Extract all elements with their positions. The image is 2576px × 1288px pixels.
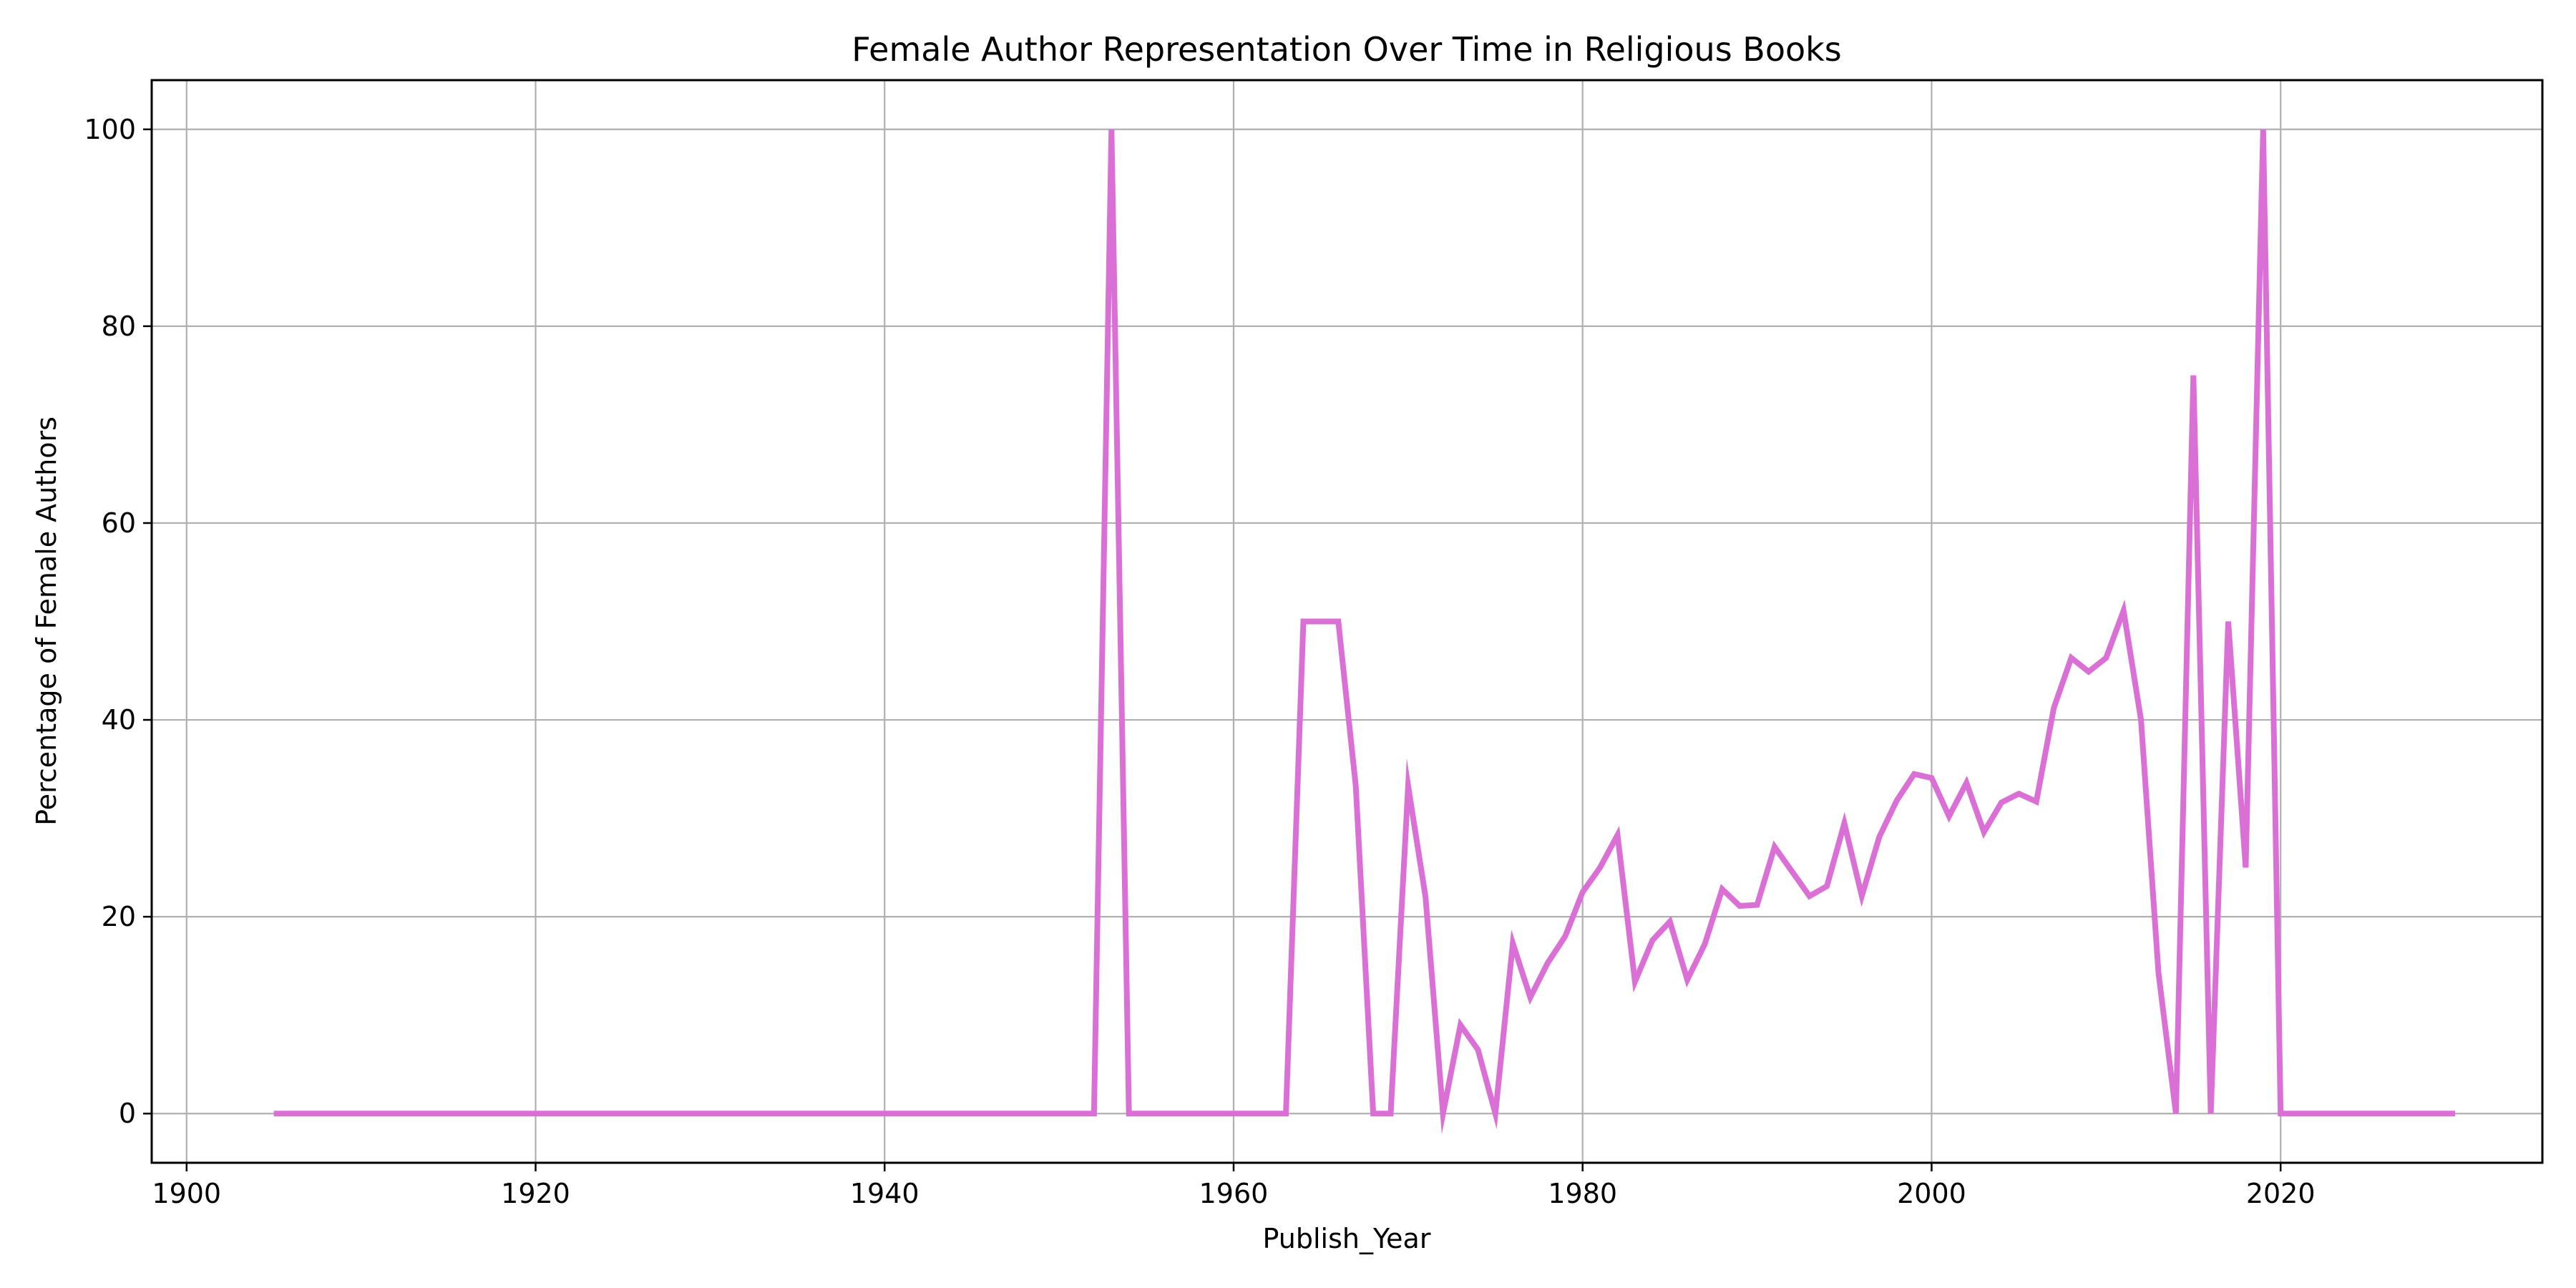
y-tick-label: 80 [102, 311, 136, 342]
y-tick-label: 20 [102, 901, 136, 932]
x-tick-label: 1960 [1199, 1178, 1269, 1209]
y-tick-label: 0 [119, 1098, 136, 1129]
y-axis-title: Percentage of Female Authors [31, 416, 62, 826]
series-layer [273, 129, 2456, 1135]
chart-title: Female Author Representation Over Time i… [852, 30, 1842, 69]
y-tick-label: 60 [102, 507, 136, 539]
axis-ticks: 1900 1920 1940 1960 1980 2000 2020 0 20 40 60 80 100 [84, 114, 2315, 1209]
x-tick-label: 1920 [501, 1178, 570, 1209]
y-tick-label: 100 [84, 114, 136, 145]
x-tick-label: 2020 [2246, 1178, 2316, 1209]
x-tick-label: 2000 [1897, 1178, 1966, 1209]
x-tick-label: 1900 [152, 1178, 221, 1209]
y-tick-label: 40 [102, 704, 136, 736]
x-tick-label: 1980 [1548, 1178, 1617, 1209]
plot-area-frame [150, 79, 2544, 1164]
series-line [273, 129, 2456, 1135]
x-tick-label: 1940 [850, 1178, 919, 1209]
x-axis-title: Publish_Year [1263, 1223, 1431, 1254]
